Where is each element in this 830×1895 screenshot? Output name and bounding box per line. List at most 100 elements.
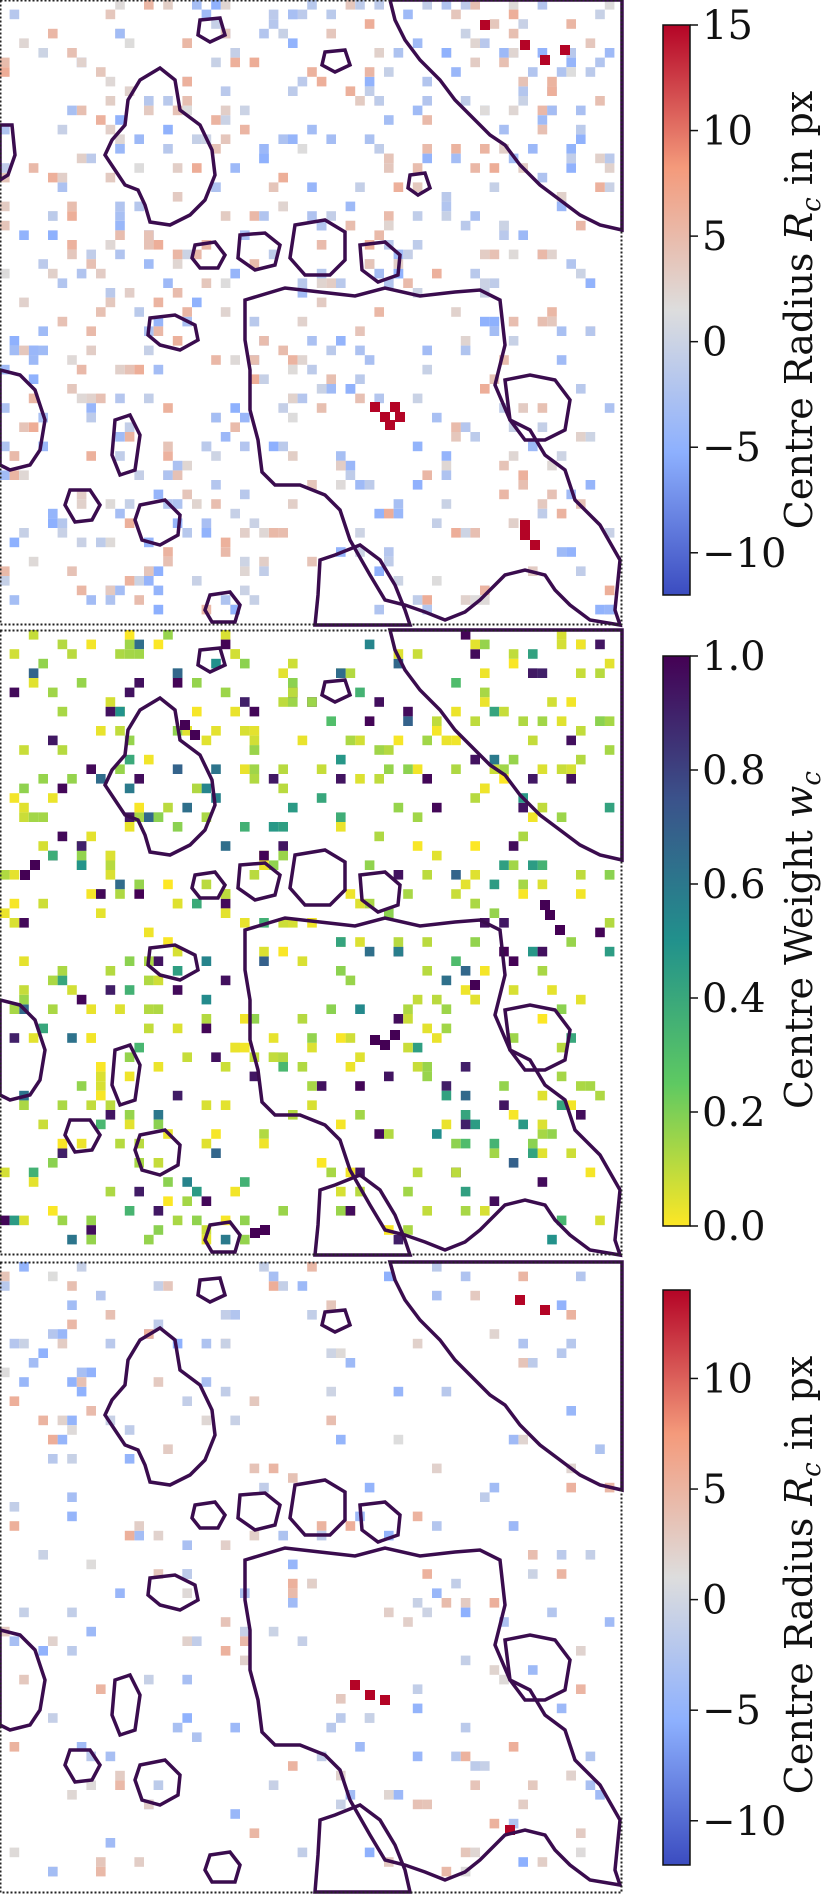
heatmap-cell	[422, 937, 432, 947]
heatmap-cell	[480, 639, 490, 650]
heatmap-cell	[115, 115, 125, 125]
heatmap-cell	[604, 1617, 615, 1627]
heatmap-cell	[345, 1790, 356, 1800]
region-contour	[288, 1478, 347, 1537]
heatmap-cell	[384, 1071, 394, 1082]
heatmap-cell	[345, 975, 356, 986]
heatmap-cell	[182, 1588, 192, 1598]
heatmap-cell	[249, 1463, 260, 1474]
heatmap-cell	[57, 1329, 68, 1339]
heatmap-cell	[432, 1129, 442, 1139]
heatmap-cell	[220, 889, 231, 899]
heatmap-cell	[422, 595, 432, 605]
heatmap-cell	[432, 1033, 442, 1043]
heatmap-cell	[307, 1578, 317, 1589]
heatmap-cell	[326, 1300, 336, 1310]
heatmap-cell	[297, 355, 308, 365]
colorbar-tick-label: 5	[702, 214, 727, 260]
heatmap-cell	[172, 946, 183, 957]
heatmap-cell	[172, 764, 183, 774]
heatmap-cell	[384, 163, 394, 173]
heatmap-cell	[393, 576, 404, 586]
heatmap-cell	[144, 259, 154, 269]
heatmap-cell	[67, 211, 77, 221]
heatmap-cell	[249, 706, 260, 717]
colorbar-tick-label: 0	[702, 320, 727, 366]
heatmap-cell	[249, 1071, 260, 1082]
heatmap-cell-high	[560, 45, 570, 55]
heatmap-cell	[278, 764, 288, 774]
heatmap-cell	[240, 566, 250, 576]
heatmap-cell	[412, 1703, 423, 1714]
heatmap-cell	[556, 1071, 567, 1082]
heatmap-cell	[432, 802, 442, 813]
heatmap-cell	[144, 927, 154, 938]
heatmap-cell	[48, 687, 58, 698]
region-contour	[110, 412, 142, 478]
heatmap-cell	[220, 1540, 231, 1550]
heatmap-cell	[297, 393, 308, 404]
heatmap-cell	[249, 259, 260, 269]
heatmap-cell-high	[545, 910, 555, 920]
heatmap-cell	[249, 595, 260, 605]
heatmap-cell	[67, 649, 77, 659]
heatmap-cell	[115, 0, 125, 10]
heatmap-cell	[288, 1559, 298, 1570]
heatmap-cell	[38, 345, 48, 356]
colorbar-bottom-bar	[662, 1289, 691, 1866]
heatmap-cell	[460, 1751, 471, 1762]
heatmap-cell	[412, 812, 423, 822]
heatmap-cell	[355, 0, 365, 10]
heatmap-cell	[172, 288, 183, 298]
heatmap-cell	[364, 76, 375, 87]
region-contour	[133, 1758, 182, 1807]
heatmap-cell	[316, 764, 327, 774]
heatmap-cell	[576, 639, 586, 650]
heatmap-cell	[96, 1119, 106, 1130]
colorbar-tick-label: −10	[702, 531, 786, 577]
region-contour	[63, 1118, 103, 1154]
heatmap-cell	[288, 1598, 298, 1608]
heatmap-cell	[153, 956, 164, 966]
heatmap-cell	[470, 38, 480, 48]
heatmap-cell	[336, 1713, 346, 1723]
heatmap-cell	[489, 879, 500, 890]
heatmap-cell	[115, 879, 125, 890]
heatmap-cell-high	[395, 412, 405, 422]
heatmap-cell	[518, 230, 528, 240]
heatmap-cell	[384, 1790, 394, 1800]
heatmap-cell	[451, 432, 461, 442]
heatmap-cell	[96, 115, 106, 125]
heatmap-cell	[518, 470, 528, 480]
heatmap-cell	[537, 249, 548, 260]
heatmap-cell	[508, 985, 519, 995]
heatmap-cell	[576, 1847, 586, 1858]
heatmap-cell	[144, 1674, 154, 1685]
heatmap-cell	[144, 0, 154, 10]
heatmap-cell	[9, 1502, 20, 1512]
heatmap-cell	[201, 1338, 212, 1349]
heatmap-cell	[547, 105, 557, 116]
heatmap-cell	[48, 1004, 58, 1014]
heatmap-cell	[480, 1492, 490, 1502]
heatmap-cell	[480, 687, 490, 698]
heatmap-cell	[508, 0, 519, 10]
heatmap-cell	[124, 1454, 135, 1464]
heatmap-cell	[316, 793, 327, 803]
heatmap-cell	[412, 1799, 423, 1810]
heatmap-cell	[566, 764, 576, 774]
heatmap-cell	[259, 28, 269, 39]
heatmap-cell	[288, 134, 298, 144]
heatmap-cell	[192, 706, 202, 717]
heatmap-cell	[220, 1338, 231, 1349]
heatmap-cell	[153, 1110, 164, 1120]
heatmap-cell	[115, 1770, 125, 1781]
heatmap-cell	[57, 124, 68, 135]
heatmap-cell	[470, 754, 480, 765]
heatmap-cell	[67, 566, 77, 576]
heatmap-cell	[499, 860, 509, 870]
heatmap-cell	[240, 1234, 250, 1245]
heatmap-cell	[172, 1215, 183, 1226]
heatmap-cell	[537, 966, 548, 976]
heatmap-cell	[326, 278, 336, 288]
